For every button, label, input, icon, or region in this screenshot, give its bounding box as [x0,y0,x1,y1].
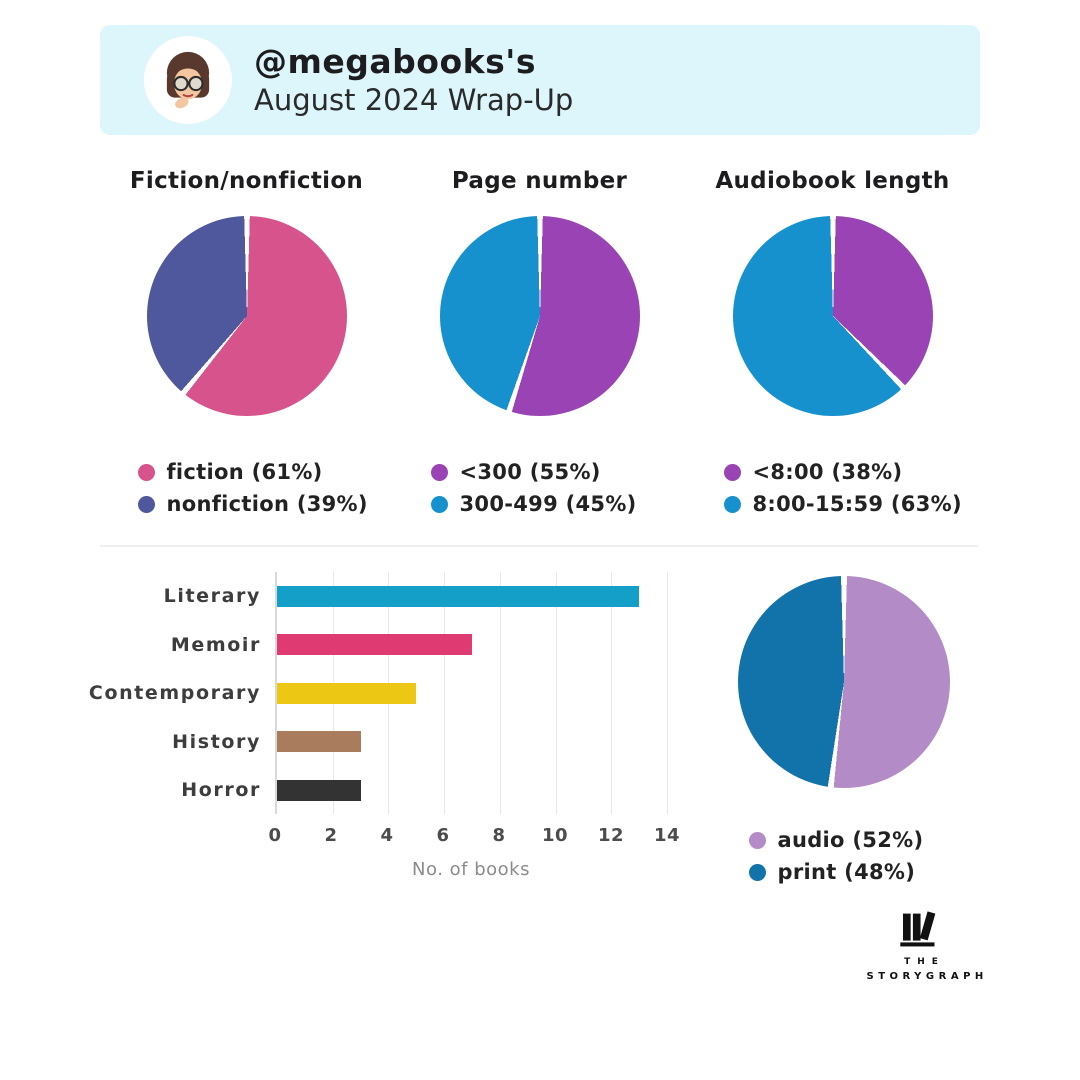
bar-chart-plot [275,572,668,814]
legend-label: print (48%) [777,860,916,884]
top-pie-row: Fiction/nonfiction fiction (61%) nonficti… [100,168,980,524]
legend-fiction: fiction (61%) nonfiction (39%) [137,460,367,524]
bar-literary [277,585,640,607]
legend-swatch-icon [430,463,448,481]
books-on-shelf-icon [900,911,936,947]
legend-item: <8:00 (38%) [723,460,942,484]
wrapup-subtitle: August 2024 Wrap-Up [254,82,574,117]
legend-label: fiction (61%) [166,460,323,484]
legend-item: nonfiction (39%) [137,492,367,516]
bar-category-label: Memoir [170,633,261,656]
legend-pages: <300 (55%) 300-499 (45%) [430,460,649,524]
pie-chart-audiobook [732,216,933,416]
x-tick-label: 10 [541,824,569,846]
legend-audiobook: <8:00 (38%) 8:00-15:59 (63%) [723,460,962,524]
legend-swatch-icon [723,463,741,481]
legend-label: 300-499 (45%) [459,492,637,516]
gridline [499,572,501,814]
legend-label: <300 (55%) [459,460,601,484]
legend-format: audio (52%) print (48%) [748,828,939,892]
gridline [444,572,446,814]
gridline [611,572,613,814]
bar-chart-labels: Literary Memoir Contemporary History Horror [88,572,275,815]
legend-label: 8:00-15:59 (63%) [752,492,962,516]
x-tick-label: 14 [653,824,681,846]
legend-item: <300 (55%) [430,460,649,484]
bar-memoir [277,634,472,656]
legend-swatch-icon [723,495,741,513]
bar-category-label: Literary [163,585,261,608]
pie-chart-fiction [146,216,347,416]
gridline [667,572,668,814]
section-divider [100,545,978,547]
x-tick-label: 6 [436,824,450,846]
logo-word-storygraph: STORYGRAPH [866,971,988,982]
logo-word-the: THE [904,957,945,967]
legend-swatch-icon [137,495,155,513]
pie-col-format: audio (52%) print (48%) [707,572,980,892]
user-handle: @megabooks's [254,41,536,81]
x-tick-label: 12 [597,824,625,846]
pie-col-fiction: Fiction/nonfiction fiction (61%) nonficti… [100,168,393,524]
legend-label: <8:00 (38%) [752,460,903,484]
x-tick-label: 2 [324,824,338,846]
legend-label: nonfiction (39%) [166,492,368,516]
bar-horror [277,779,361,801]
legend-item: 300-499 (45%) [430,492,649,516]
legend-item: 8:00-15:59 (63%) [723,492,962,516]
pie-col-audiobook: Audiobook length <8:00 (38%) 8:00-15:59 (… [686,168,979,524]
storygraph-logo: THE STORYGRAPH [862,905,988,982]
x-tick-label: 0 [268,824,282,846]
legend-swatch-icon [748,831,766,849]
bar-category-label: History [172,730,261,753]
legend-item: fiction (61%) [137,460,356,484]
bar-chart-x-axis-label: No. of books [412,858,530,880]
legend-label: audio (52%) [777,828,924,852]
legend-swatch-icon [430,495,448,513]
bar-history [277,731,361,753]
pie-title-fiction: Fiction/nonfiction [129,168,364,194]
pie-col-pages: Page number <300 (55%) 300-499 (45%) [393,168,686,524]
legend-item: print (48%) [748,860,939,884]
bar-category-label: Horror [181,779,261,802]
bottom-row: Literary Memoir Contemporary History Horror … [88,572,980,892]
bar-chart-body: Literary Memoir Contemporary History Horror [88,572,668,815]
header-banner: @megabooks's August 2024 Wrap-Up [100,25,980,135]
header-titles: @megabooks's August 2024 Wrap-Up [254,41,573,120]
pie-title-pages: Page number [451,168,628,194]
bar-category-label: Contemporary [88,682,261,705]
pie-title-audiobook: Audiobook length [715,168,950,194]
pie-chart-format [737,576,950,788]
genre-bar-chart: Literary Memoir Contemporary History Horror … [88,572,680,892]
legend-item: audio (52%) [748,828,939,852]
pie-chart-pages [439,216,640,416]
bar-chart-x-ticks: 0 2 4 6 8 10 12 14 [268,824,679,851]
x-tick-label: 8 [492,824,506,846]
legend-swatch-icon [137,463,155,481]
x-tick-label: 4 [380,824,394,846]
gridline [555,572,557,814]
memoji-avatar-icon [144,36,232,124]
bar-contemporary [277,682,417,704]
avatar [144,36,232,124]
legend-swatch-icon [748,863,766,881]
